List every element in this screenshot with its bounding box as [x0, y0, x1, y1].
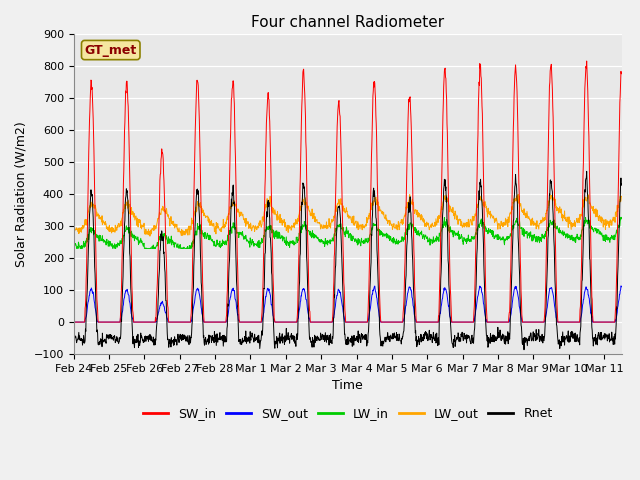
SW_out	[545, 290, 553, 296]
LW_out	[228, 203, 236, 208]
SW_in	[618, 70, 625, 76]
Rnet	[70, 331, 77, 337]
LW_out	[146, 233, 154, 239]
SW_in	[70, 319, 77, 325]
LW_out	[546, 195, 554, 201]
LW_out	[515, 192, 522, 197]
LW_out	[278, 219, 285, 225]
Rnet	[278, 338, 285, 344]
LW_in	[179, 245, 187, 251]
Rnet	[618, 180, 625, 186]
SW_out	[70, 319, 77, 325]
SW_out	[484, 319, 492, 325]
SW_in	[484, 319, 492, 325]
Rnet	[546, 191, 554, 197]
SW_out	[168, 319, 176, 325]
LW_in	[278, 233, 285, 239]
SW_out	[228, 288, 236, 294]
LW_out	[168, 221, 176, 227]
Rnet	[168, 337, 176, 343]
LW_in	[228, 224, 236, 229]
LW_in	[485, 226, 493, 231]
Rnet	[583, 168, 591, 174]
Text: GT_met: GT_met	[84, 44, 137, 57]
Line: LW_out: LW_out	[74, 194, 621, 236]
SW_out	[179, 319, 186, 325]
SW_in	[545, 105, 553, 110]
LW_in	[70, 240, 77, 245]
LW_in	[73, 246, 81, 252]
Line: LW_in: LW_in	[74, 217, 621, 249]
Line: Rnet: Rnet	[74, 171, 621, 350]
Y-axis label: Solar Radiation (W/m2): Solar Radiation (W/m2)	[15, 121, 28, 267]
Legend: SW_in, SW_out, LW_in, LW_out, Rnet: SW_in, SW_out, LW_in, LW_out, Rnet	[138, 402, 557, 425]
SW_in	[278, 319, 285, 325]
LW_in	[617, 215, 625, 220]
Rnet	[179, 337, 186, 343]
LW_out	[70, 228, 77, 233]
Rnet	[228, 204, 236, 209]
LW_in	[168, 240, 176, 245]
SW_out	[617, 283, 625, 289]
Line: SW_in: SW_in	[74, 61, 621, 322]
Title: Four channel Radiometer: Four channel Radiometer	[251, 15, 444, 30]
LW_out	[179, 232, 187, 238]
LW_in	[618, 215, 625, 221]
SW_in	[583, 58, 591, 64]
Line: SW_out: SW_out	[74, 286, 621, 322]
X-axis label: Time: Time	[332, 379, 363, 392]
Rnet	[520, 347, 528, 353]
LW_out	[485, 210, 493, 216]
LW_in	[546, 224, 554, 230]
Rnet	[484, 344, 492, 349]
LW_out	[618, 193, 625, 199]
SW_in	[228, 95, 236, 101]
SW_in	[179, 319, 186, 325]
SW_out	[278, 319, 285, 325]
SW_in	[168, 319, 176, 325]
SW_out	[618, 284, 625, 289]
